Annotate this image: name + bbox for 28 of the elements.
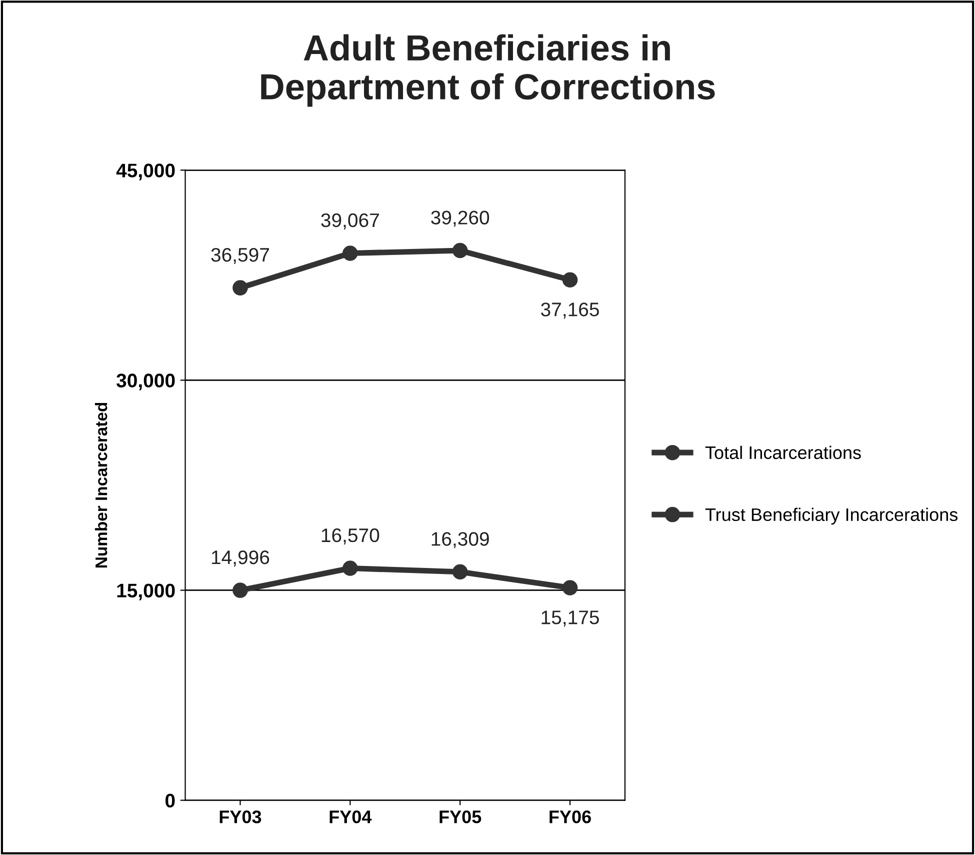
x-tick-label: FY04	[330, 810, 372, 824]
data-label: 16,570	[322, 528, 380, 544]
y-tick-label: 0	[165, 794, 175, 808]
data-label: 16,309	[432, 532, 489, 548]
x-tick-label: FY05	[440, 810, 482, 824]
point	[232, 582, 248, 598]
point	[562, 272, 578, 288]
data-label: 15,175	[542, 610, 599, 627]
y-tick-label: 15,000	[117, 584, 175, 600]
point	[232, 280, 248, 296]
x-tick-label: FY03	[220, 810, 262, 824]
data-label: 39,260	[431, 210, 490, 227]
legend-label: Trust Beneficiary Incarcerations	[705, 508, 958, 525]
chart-title: Adult Beneficiaries in Department of Corrections	[261, 34, 715, 107]
data-label: 36,597	[211, 248, 269, 264]
x-tick-label: FY06	[550, 810, 591, 824]
y-tick-label: 30,000	[116, 374, 175, 390]
point	[452, 242, 468, 258]
data-label: 37,165	[541, 302, 599, 319]
data-label: 14,996	[212, 550, 270, 567]
y-axis-title: Number Incarcerated	[94, 402, 108, 568]
point	[452, 564, 468, 580]
point	[562, 580, 578, 596]
legend-label: Total Incarcerations	[705, 446, 861, 460]
point	[342, 560, 358, 576]
data-label: 39,067	[321, 213, 379, 230]
point	[342, 246, 358, 261]
y-tick-label: 45,000	[116, 164, 175, 180]
